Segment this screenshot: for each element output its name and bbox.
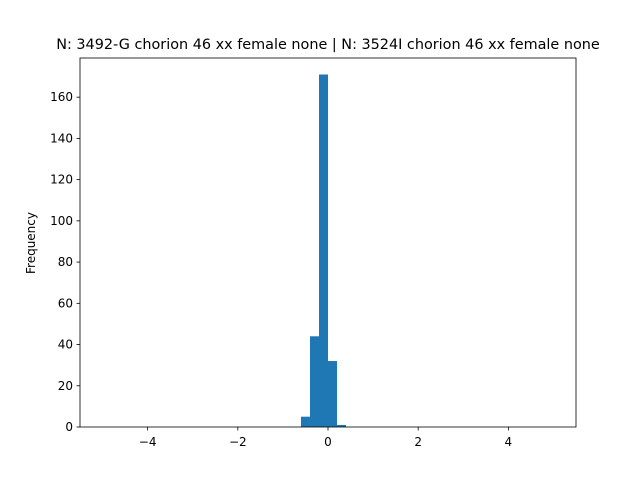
y-tick-label: 160	[50, 90, 73, 104]
chart-title: N: 3492-G chorion 46 xx female none | N:…	[56, 37, 600, 53]
x-tick-label: 4	[505, 435, 513, 449]
y-axis-label: Frequency	[24, 212, 38, 274]
y-tick-label: 40	[58, 338, 73, 352]
x-tick-label: −2	[229, 435, 247, 449]
y-tick-label: 100	[50, 214, 73, 228]
x-tick-label: 0	[324, 435, 332, 449]
plot-frame	[79, 57, 577, 428]
y-tick-label: 20	[58, 379, 73, 393]
y-tick-label: 80	[58, 255, 73, 269]
bar	[328, 361, 338, 427]
y-tick-label: 120	[50, 173, 73, 187]
y-tick-label: 0	[65, 420, 73, 434]
bar	[337, 424, 347, 427]
bar	[318, 74, 328, 427]
bar	[309, 336, 319, 427]
x-tick-label: −4	[139, 435, 157, 449]
y-tick-label: 60	[58, 296, 73, 310]
x-tick-label: 2	[414, 435, 422, 449]
bar	[300, 416, 310, 427]
y-tick-label: 140	[50, 131, 73, 145]
